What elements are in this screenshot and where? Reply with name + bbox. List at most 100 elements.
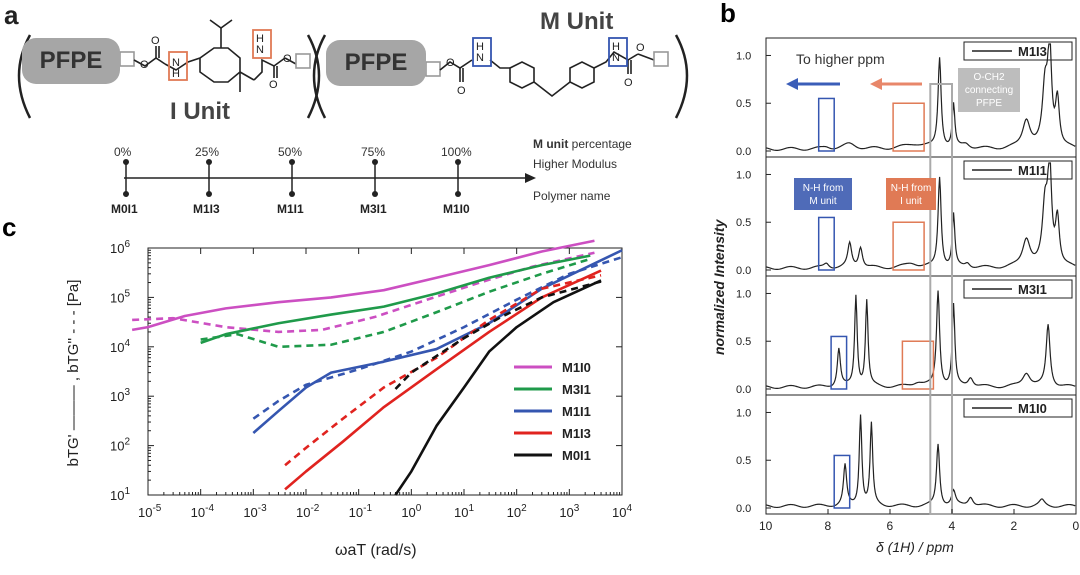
timeline — [123, 159, 536, 197]
panel-a-structure: NH HN O O O O HN HN O O O O — [17, 19, 689, 119]
och2-label-box — [958, 68, 1020, 112]
svg-text:O: O — [636, 42, 645, 54]
i-unit-nh-box-2 — [252, 29, 272, 59]
nmr-legend-box-M3I1 — [963, 279, 1073, 299]
x-tick-label: 102 — [507, 503, 527, 520]
i-unit-skeleton — [119, 19, 311, 92]
svg-text:O: O — [624, 77, 633, 89]
nmr-y-tick-label: 0.5 — [736, 336, 751, 348]
nmr-x-tick-label: 8 — [825, 519, 832, 533]
x-tick-label: 10-5 — [138, 503, 162, 520]
x-tick-label: 100 — [401, 503, 421, 520]
nmr-x-tick-label: 10 — [759, 519, 773, 533]
tl-name-1: M1I3 — [193, 202, 220, 216]
och2-label-line: PFPE — [976, 98, 1002, 109]
nh-m-label-box — [794, 178, 852, 210]
nmr-y-tick-label: 1.0 — [736, 288, 751, 300]
nh-m-box-M1I3 — [817, 97, 835, 152]
nmr-y-tick-label: 1.0 — [736, 169, 751, 181]
y-tick-label: 106 — [110, 239, 130, 256]
nh-i-box-M1I3 — [892, 102, 925, 152]
nmr-x-tick-label: 0 — [1073, 519, 1080, 533]
och2-band — [929, 83, 954, 515]
nmr-y-tick-label: 1.0 — [736, 50, 751, 62]
x-tick-label: 10-1 — [349, 503, 373, 520]
loss-line-M1I1 — [252, 256, 623, 420]
svg-text:O: O — [283, 53, 292, 65]
arrow-text: To higher ppm — [796, 51, 885, 67]
tl-m-unit-bold: M unit — [533, 137, 569, 151]
paren-right-2 — [674, 34, 689, 119]
panel-c-letter: c — [2, 212, 16, 242]
nmr-spectrum-M1I0 — [765, 414, 1076, 509]
svg-text:H: H — [256, 33, 264, 45]
svg-text:H: H — [476, 41, 484, 53]
m-unit-skeleton — [425, 50, 669, 98]
nmr-y-tick-label: 0.0 — [736, 265, 751, 277]
tl-name-0: M0I1 — [111, 202, 138, 216]
legend-label-M1I1: M1I1 — [562, 404, 591, 419]
x-tick-label: 104 — [612, 503, 632, 520]
nh-m-box-M1I1 — [817, 216, 835, 271]
svg-text:O: O — [151, 35, 160, 47]
timeline-arrow — [525, 173, 536, 183]
svg-text:O: O — [269, 79, 278, 91]
loss-line-M1I0 — [132, 251, 595, 334]
y-axis-label: bTG' ——— , bTG'' - - - [Pa] — [65, 280, 82, 467]
svg-text:H: H — [172, 68, 180, 80]
x-tick-label: 10-3 — [243, 503, 267, 520]
m-unit-nh-box-2 — [608, 37, 628, 67]
nh-i-box-M3I1 — [901, 340, 935, 390]
panel-c-chart: c 10-5 10-4 10-3 10-2 10-1 100 101 102 103 104 101 1… — [2, 212, 632, 559]
tl-pct-4: 100% — [441, 145, 472, 159]
panel-b-letter: b — [720, 0, 736, 28]
loss-line-M3I1 — [200, 257, 591, 349]
x-tick-label: 101 — [454, 503, 474, 520]
nmr-legend-box-M1I3 — [963, 41, 1073, 61]
nmr-y-tick-label: 1.0 — [736, 407, 751, 419]
timeline-ticks — [125, 160, 459, 196]
och2-label-line: connecting — [965, 85, 1013, 96]
paren-right-1 — [306, 34, 321, 119]
panel-b-chart: b 0.0 0.5 1.0 M1I3 0.0 0.5 1.0 M1I1 0.0 0.5 1.0 M3I1… — [711, 0, 1080, 555]
svg-text:N: N — [476, 52, 484, 64]
legend-label-M0I1: M0I1 — [562, 448, 591, 463]
blue-arrow-head — [786, 78, 798, 90]
storage-line-M1I0 — [131, 239, 595, 332]
svg-text:O: O — [457, 85, 466, 97]
svg-text:H: H — [612, 41, 620, 53]
storage-line-M0I1 — [394, 279, 602, 496]
tl-pct-1: 25% — [195, 145, 220, 159]
nmr-legend-label-M1I1: M1I1 — [1018, 163, 1047, 178]
legend-label-M3I1: M3I1 — [562, 382, 591, 397]
nmr-y-axis-label: normalized Intensity — [711, 218, 727, 355]
nmr-y-tick-label: 0.5 — [736, 98, 751, 110]
tl-polymer-name: Polymer name — [533, 189, 611, 203]
loss-line-M1I3 — [284, 274, 602, 467]
tl-name-4: M1I0 — [443, 202, 470, 216]
y-tick-label: 102 — [110, 437, 130, 454]
loss-line-M0I1 — [394, 280, 602, 390]
nh-m-box-M3I1 — [830, 335, 848, 390]
nmr-spectrum-M1I3 — [765, 43, 1076, 151]
nmr-x-tick-label: 2 — [1011, 519, 1018, 533]
tl-name-3: M3I1 — [360, 202, 387, 216]
x-axis-label: ωaT (rad/s) — [335, 542, 417, 559]
svg-text:N: N — [256, 44, 264, 56]
x-tick-label: 103 — [559, 503, 579, 520]
tl-m-unit-label: M unit percentage — [533, 137, 632, 151]
orange-arrow-head — [870, 78, 882, 90]
svg-text:O: O — [140, 59, 149, 71]
nh-m-box-M1I0 — [833, 454, 851, 509]
nh-i-label-line: I unit — [900, 196, 922, 207]
nmr-frame-M1I0 — [765, 394, 1077, 515]
nmr-legend-label-M3I1: M3I1 — [1018, 282, 1047, 297]
nh-i-label-box — [886, 178, 936, 210]
tl-m-unit-rest: percentage — [568, 137, 632, 151]
m-unit-label: M Unit — [540, 8, 614, 35]
legend-label-M1I0: M1I0 — [562, 360, 591, 375]
storage-line-M1I3 — [284, 269, 602, 491]
nmr-spectrum-M3I1 — [765, 290, 1076, 389]
nmr-y-tick-label: 0.0 — [736, 384, 751, 396]
pfpe-block-2: PFPE — [326, 40, 426, 86]
